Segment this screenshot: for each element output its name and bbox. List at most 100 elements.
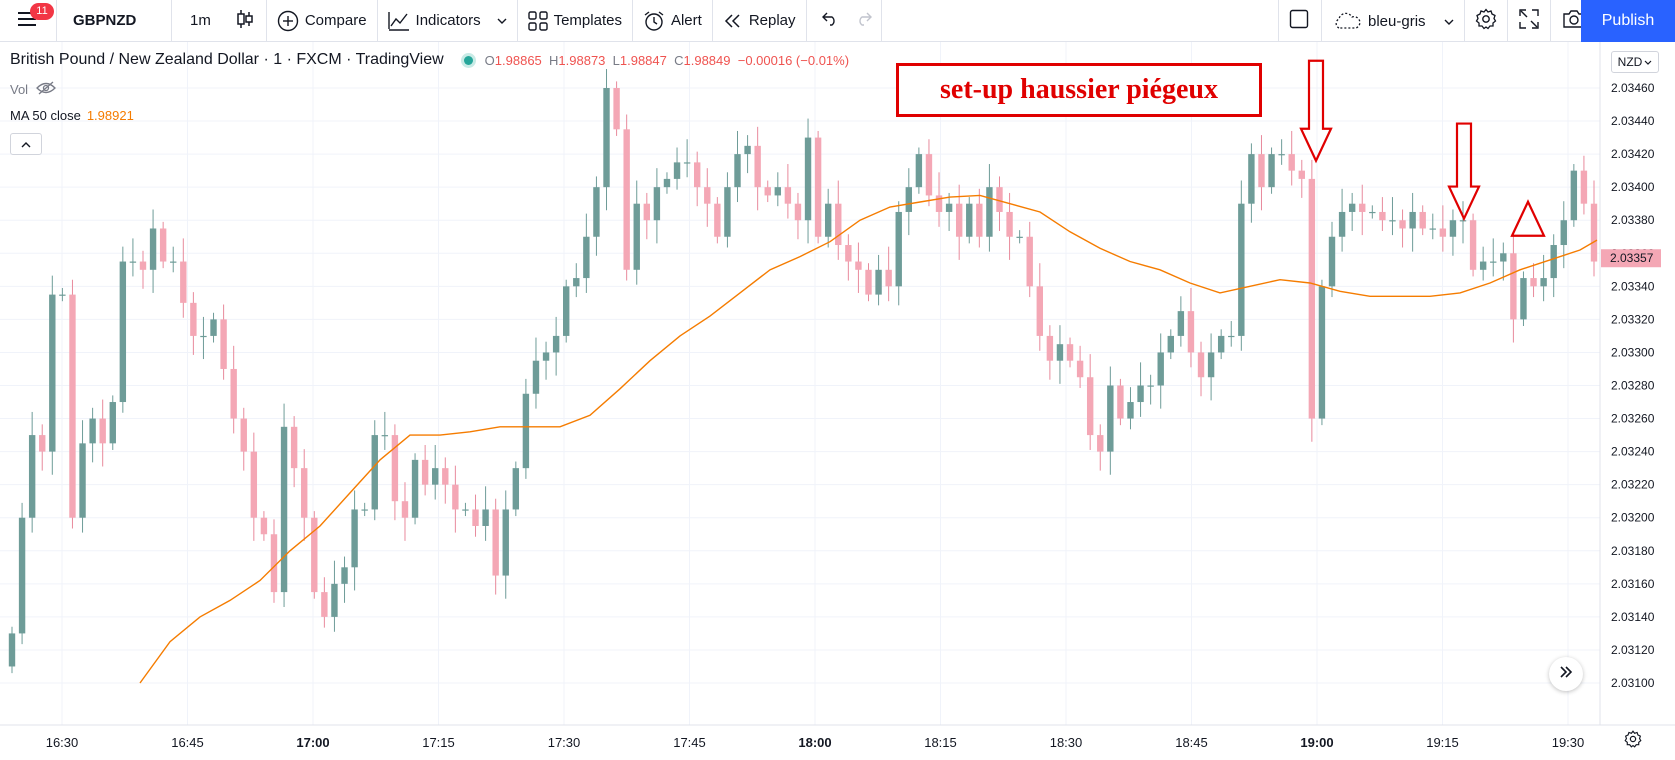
candle-body (1177, 311, 1185, 336)
candles-icon (236, 9, 254, 33)
templates-label: Templates (553, 12, 622, 29)
candle (210, 312, 217, 343)
candle (39, 424, 46, 471)
candle (814, 130, 822, 244)
fullscreen-icon (1518, 9, 1539, 33)
candle-body (119, 261, 127, 403)
eye-crossed-icon[interactable] (36, 81, 56, 98)
candle-body (321, 592, 328, 617)
candle-body (1419, 211, 1426, 229)
candle-body (603, 88, 610, 188)
candle (452, 465, 459, 533)
time-tick-label: 17:00 (296, 735, 329, 750)
candle-body (683, 162, 691, 164)
candle (522, 378, 530, 479)
candle-body (331, 583, 338, 617)
candle-body (170, 261, 177, 263)
alert-button[interactable]: Alert (633, 0, 712, 42)
candle-body (1298, 170, 1305, 179)
plus-circle-icon (277, 10, 299, 32)
price-axis[interactable]: 2.03460 2.03440 2.03420 2.03400 2.03380 2.033… (1599, 42, 1675, 725)
candle (552, 316, 560, 376)
candle-body (1399, 220, 1406, 229)
indicators-button[interactable]: Indicators (378, 0, 517, 42)
price-tick-label: 2.03380 (1611, 213, 1655, 227)
ma-legend-row[interactable]: MA 50 close 1.98921 (10, 108, 134, 123)
candle-body (159, 228, 167, 262)
candle (99, 399, 106, 467)
settings-button[interactable] (1465, 0, 1507, 42)
candle (1288, 130, 1295, 186)
scroll-to-realtime-button[interactable] (1549, 657, 1583, 691)
replay-button[interactable]: Replay (713, 0, 806, 42)
candle (1318, 279, 1326, 426)
candle-body (69, 294, 76, 518)
price-tick-label: 2.03180 (1611, 544, 1655, 558)
red-down-arrow[interactable] (1447, 122, 1481, 222)
open-value: 1.98865 (494, 52, 542, 68)
candlestick-series (8, 68, 1598, 674)
chevron-down-icon[interactable] (497, 12, 507, 29)
candle-body (986, 187, 993, 237)
candle-body (824, 203, 832, 237)
candle-body (734, 154, 741, 188)
candle (240, 407, 247, 471)
snapshot-button[interactable] (1551, 0, 1597, 42)
publish-button[interactable]: Publish (1581, 0, 1675, 42)
annotation-text-box[interactable]: set-up haussier piégeux (896, 63, 1262, 117)
candle (976, 188, 983, 248)
candle-body (915, 154, 923, 188)
candle (905, 168, 913, 236)
candle (1520, 271, 1527, 326)
candle (986, 164, 993, 252)
candle-body (1308, 178, 1316, 419)
candle-body (1268, 154, 1275, 188)
candle-body (1338, 211, 1346, 237)
candle (49, 275, 56, 475)
candle-body (240, 418, 247, 452)
compare-button[interactable]: Compare (267, 0, 377, 42)
templates-button[interactable]: Templates (518, 0, 632, 42)
time-tick-label: 19:00 (1300, 735, 1333, 750)
candle-body (1490, 261, 1497, 263)
layout-toggle-button[interactable] (1279, 0, 1321, 42)
candle-body (1500, 253, 1507, 262)
replay-rewind-icon (723, 13, 743, 29)
symbol-title[interactable]: British Pound / New Zealand Dollar · 1 ·… (10, 51, 444, 68)
candle-body (442, 468, 449, 485)
chart-canvas[interactable]: 2.03460 2.03440 2.03420 2.03400 2.03380 2.033… (0, 42, 1675, 760)
collapse-legend-button[interactable] (10, 133, 42, 155)
candle-body (371, 435, 378, 510)
layout-name-button[interactable]: bleu-gris (1322, 0, 1464, 42)
volume-legend-row[interactable]: Vol (10, 81, 56, 98)
main-menu-button[interactable]: 11 (0, 0, 56, 42)
redo-button[interactable] (847, 0, 881, 42)
candle-body (1510, 253, 1517, 320)
candle (724, 172, 731, 248)
candle-body (391, 435, 399, 502)
time-axis[interactable]: 16:30 16:45 17:00 17:15 17:30 17:45 18:00 18:15… (0, 724, 1675, 760)
time-tick-label: 16:45 (171, 735, 204, 750)
currency-dropdown[interactable]: NZD (1611, 51, 1659, 73)
undo-button[interactable] (807, 0, 847, 42)
price-tick-label: 2.03280 (1611, 379, 1655, 393)
price-tick-label: 2.03340 (1611, 279, 1655, 293)
candle-body (1107, 385, 1114, 452)
interval-button[interactable]: 1m (190, 12, 211, 29)
candle (1570, 164, 1578, 227)
candle (1479, 246, 1487, 281)
candle-body (230, 368, 237, 419)
fullscreen-button[interactable] (1508, 0, 1550, 42)
red-down-arrow[interactable] (1299, 59, 1333, 164)
candle-body (1258, 154, 1265, 188)
candle (1197, 341, 1205, 397)
candle-body (996, 187, 1003, 212)
red-up-triangle[interactable] (1510, 199, 1546, 237)
price-tick-label: 2.03240 (1611, 445, 1655, 459)
axis-settings-button[interactable] (1624, 730, 1642, 753)
chart-style-button[interactable] (224, 0, 266, 42)
symbol-search-button[interactable]: GBPNZD (73, 12, 137, 29)
candle-body (180, 261, 187, 303)
candle-body (250, 451, 258, 518)
candle-body (1147, 385, 1154, 387)
